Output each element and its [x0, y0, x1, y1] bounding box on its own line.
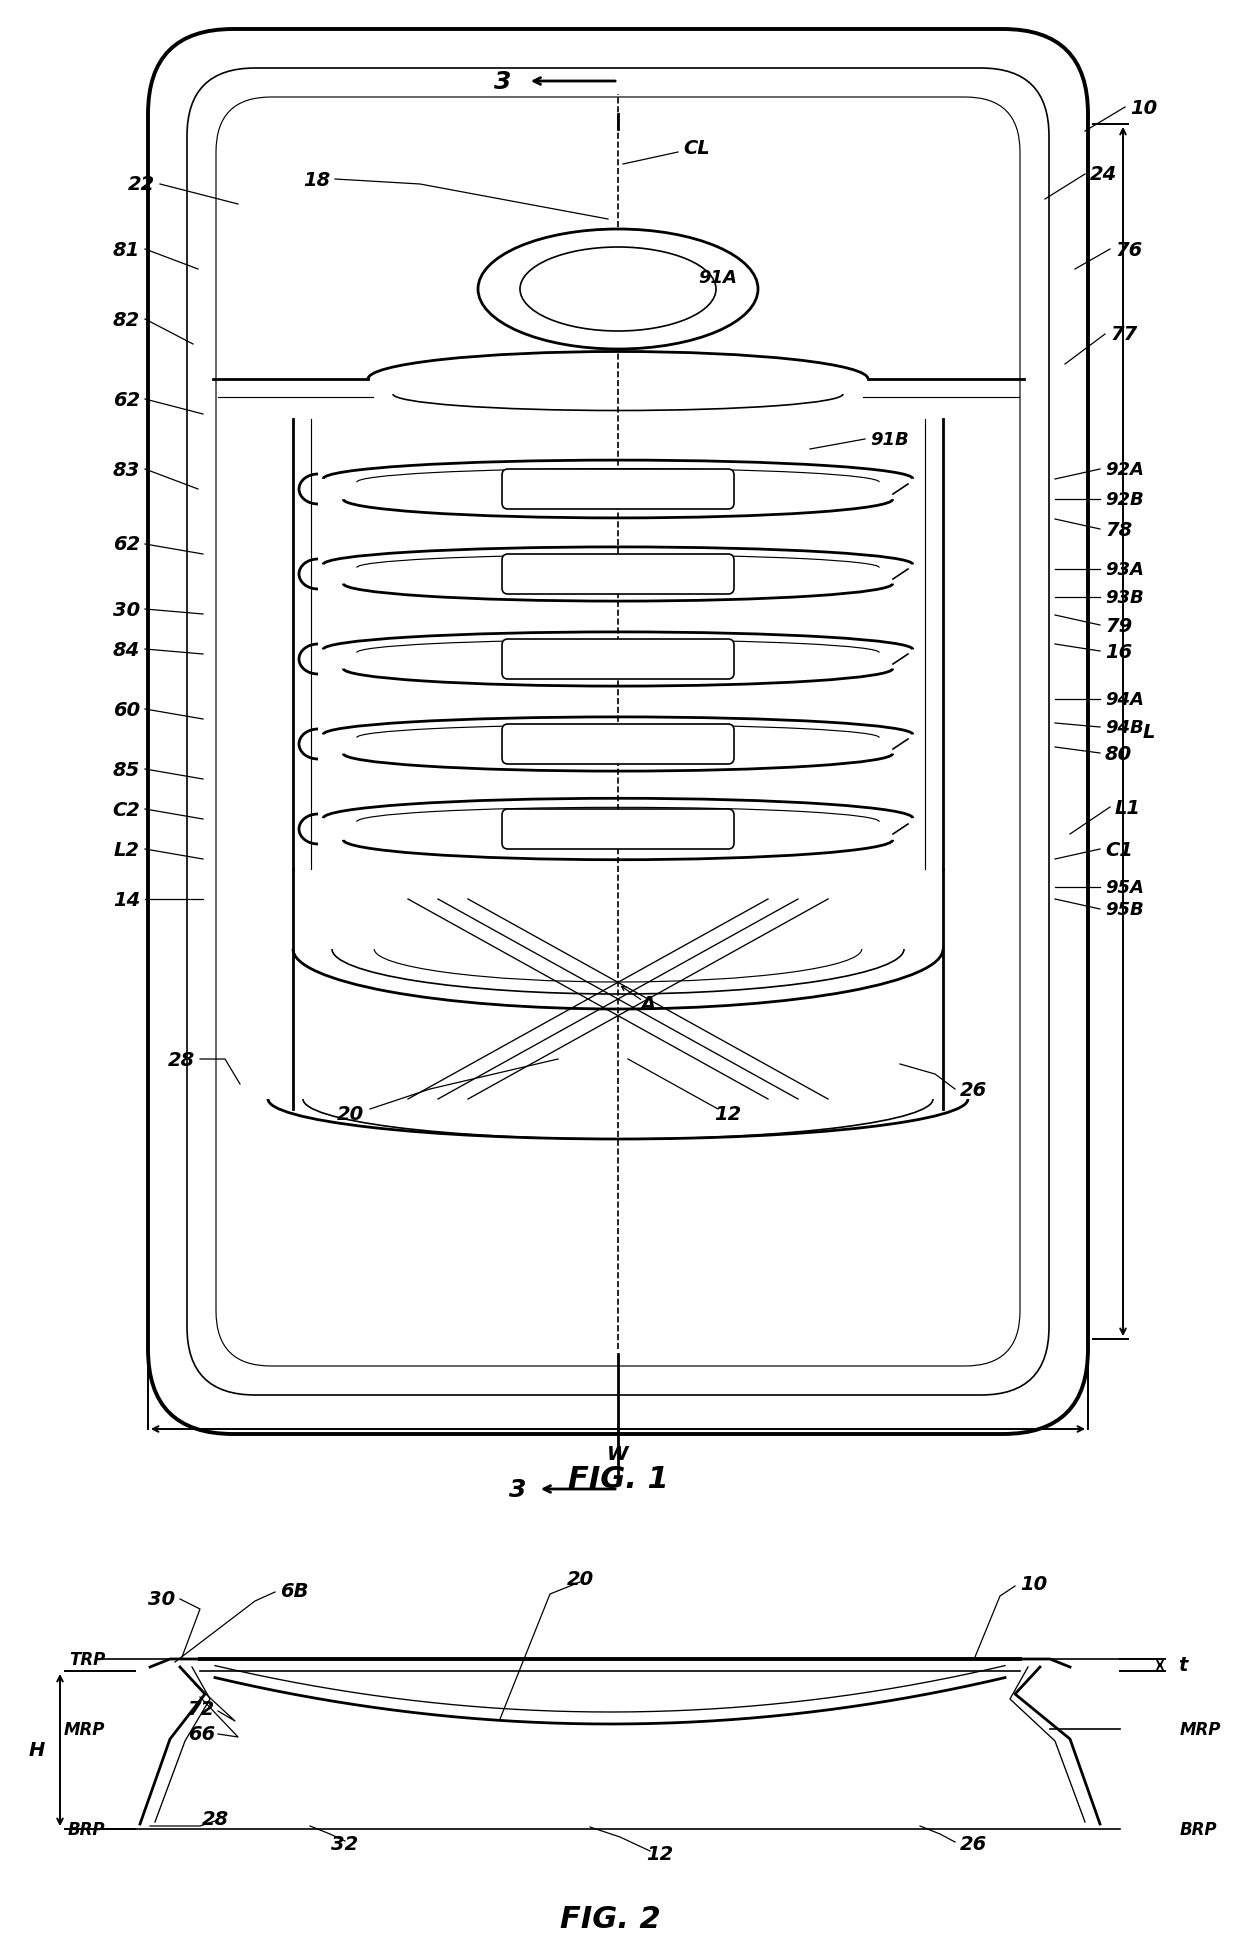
Text: 95B: 95B: [1105, 900, 1143, 918]
Text: L1: L1: [1115, 798, 1141, 818]
Text: t: t: [1178, 1656, 1188, 1675]
Text: 80: 80: [1105, 744, 1132, 763]
Ellipse shape: [520, 249, 715, 333]
Text: 83: 83: [113, 460, 140, 479]
Text: 72: 72: [187, 1699, 215, 1718]
Text: 92B: 92B: [1105, 491, 1143, 509]
Text: W: W: [608, 1444, 629, 1464]
Text: A: A: [640, 994, 656, 1014]
Text: 94A: 94A: [1105, 691, 1143, 708]
Text: 82: 82: [113, 311, 140, 329]
Text: L2: L2: [114, 840, 140, 859]
FancyBboxPatch shape: [502, 554, 734, 595]
FancyBboxPatch shape: [187, 68, 1049, 1395]
Ellipse shape: [477, 229, 758, 350]
FancyBboxPatch shape: [502, 810, 734, 849]
Text: 3: 3: [510, 1478, 527, 1501]
Text: H: H: [29, 1740, 45, 1759]
Text: MRP: MRP: [63, 1720, 105, 1738]
Text: 93B: 93B: [1105, 589, 1143, 607]
Text: 91B: 91B: [870, 431, 909, 448]
Text: CL: CL: [683, 139, 709, 157]
Text: 92A: 92A: [1105, 460, 1143, 479]
Text: FIG. 1: FIG. 1: [568, 1464, 668, 1493]
Text: FIG. 2: FIG. 2: [559, 1904, 661, 1934]
Text: 3: 3: [495, 70, 512, 94]
FancyBboxPatch shape: [502, 470, 734, 509]
FancyBboxPatch shape: [502, 640, 734, 679]
Text: BRP: BRP: [67, 1820, 105, 1838]
Text: 32: 32: [331, 1834, 358, 1853]
Text: 24: 24: [1090, 166, 1117, 184]
FancyBboxPatch shape: [148, 29, 1087, 1434]
Text: 6B: 6B: [280, 1581, 309, 1601]
Text: 85: 85: [113, 759, 140, 779]
Text: 76: 76: [1115, 241, 1142, 260]
Text: 30: 30: [148, 1589, 175, 1609]
Text: 94B: 94B: [1105, 718, 1143, 736]
Text: 12: 12: [646, 1845, 673, 1863]
Text: 66: 66: [187, 1724, 215, 1744]
Text: 10: 10: [1021, 1575, 1048, 1593]
Text: 18: 18: [303, 170, 330, 190]
Text: 62: 62: [113, 389, 140, 409]
Text: 84: 84: [113, 640, 140, 660]
Text: 79: 79: [1105, 616, 1132, 636]
Text: C1: C1: [1105, 840, 1133, 859]
Text: 26: 26: [960, 1834, 987, 1853]
Text: 77: 77: [1110, 325, 1137, 344]
FancyBboxPatch shape: [502, 724, 734, 765]
Text: 93A: 93A: [1105, 562, 1143, 579]
Text: C2: C2: [112, 800, 140, 820]
Text: 62: 62: [113, 534, 140, 554]
Text: 14: 14: [113, 890, 140, 910]
Text: 12: 12: [714, 1106, 742, 1123]
Text: MRP: MRP: [1180, 1720, 1221, 1738]
Text: 20: 20: [567, 1570, 594, 1589]
Text: 60: 60: [113, 701, 140, 718]
Text: 30: 30: [113, 601, 140, 618]
Text: 10: 10: [1130, 98, 1157, 117]
Text: 22: 22: [128, 176, 155, 194]
Text: 16: 16: [1105, 642, 1132, 661]
Text: 28: 28: [201, 1810, 228, 1828]
FancyBboxPatch shape: [216, 98, 1021, 1366]
Text: TRP: TRP: [68, 1650, 105, 1667]
Text: 26: 26: [960, 1080, 987, 1100]
Text: L: L: [1143, 722, 1156, 742]
Text: BRP: BRP: [1180, 1820, 1218, 1838]
Text: 78: 78: [1105, 521, 1132, 540]
Text: 20: 20: [336, 1106, 363, 1123]
Text: 95A: 95A: [1105, 879, 1143, 896]
Text: 81: 81: [113, 241, 140, 260]
Text: 91A: 91A: [698, 268, 737, 288]
Text: 28: 28: [167, 1051, 195, 1069]
